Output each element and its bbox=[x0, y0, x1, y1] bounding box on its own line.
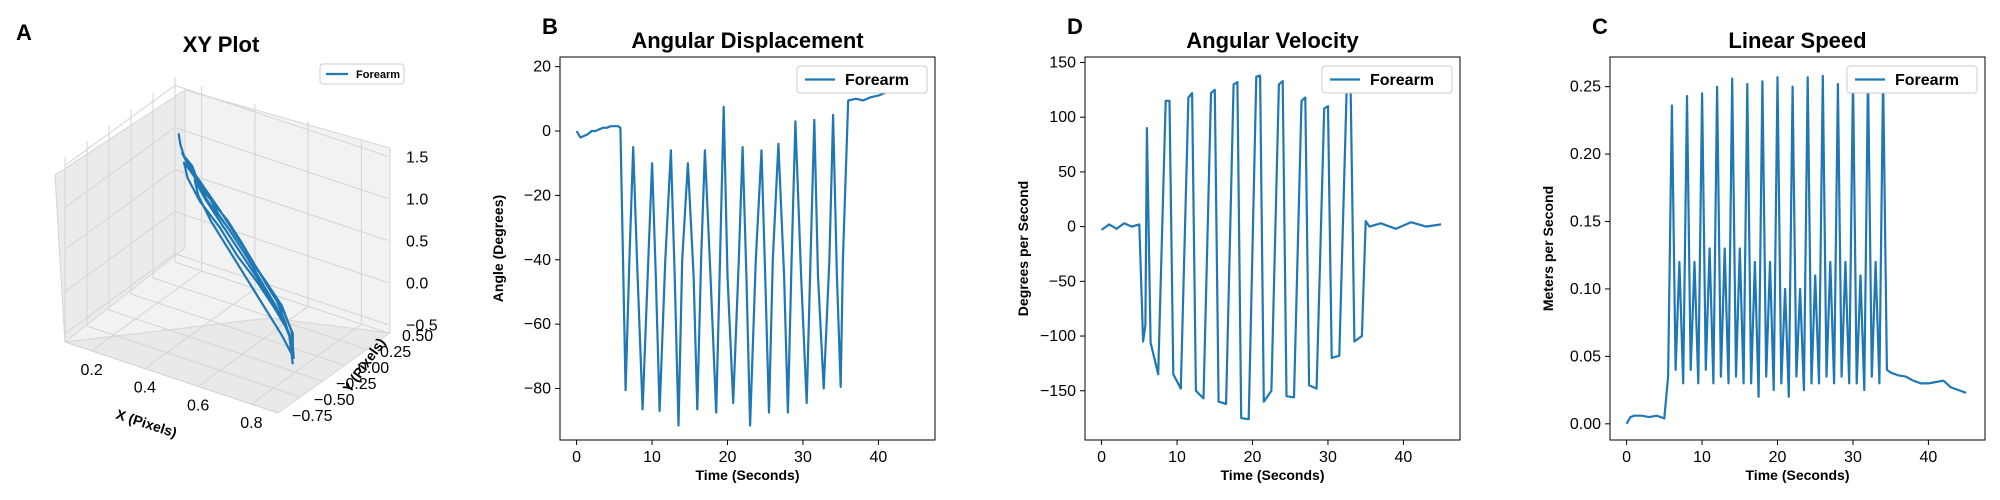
z-tick-label-a: 0.5 bbox=[406, 234, 428, 251]
y-tick-label-d: −150 bbox=[1040, 383, 1076, 400]
panel-b: B Angular Displacement 0 10 20 30 40 −80 −60 −40 −… bbox=[490, 14, 936, 483]
x-tick-label-b: 40 bbox=[870, 449, 888, 466]
z-tick-label-a: −0.5 bbox=[406, 318, 438, 335]
y-tick-label-b: 0 bbox=[542, 123, 551, 140]
x-tick-label-d: 10 bbox=[1168, 449, 1186, 466]
y-tick-label-a: 0.50 bbox=[402, 328, 433, 345]
series-forearm-3d bbox=[177, 133, 295, 365]
x-tick-label-d: 30 bbox=[1319, 449, 1337, 466]
y-tick-label-d: 100 bbox=[1049, 109, 1076, 126]
legend-box-a bbox=[319, 63, 405, 85]
legend-a: Forearm bbox=[319, 63, 405, 85]
x-tick-label-c: 30 bbox=[1844, 449, 1862, 466]
y-tick-label-b: 20 bbox=[533, 59, 551, 76]
legend-label-c: Forearm bbox=[1895, 72, 1959, 89]
chart-title-a: XY Plot bbox=[183, 32, 260, 57]
x-tick-label-d: 40 bbox=[1395, 449, 1413, 466]
x-tick-label-c: 40 bbox=[1920, 449, 1938, 466]
y-tick-label-d: −50 bbox=[1049, 273, 1076, 290]
x-tick-label-a: 0.2 bbox=[81, 362, 103, 379]
y-tick-label-c: 0.05 bbox=[1570, 348, 1601, 365]
x-tick-label-d: 20 bbox=[1244, 449, 1262, 466]
plot-frame-b bbox=[559, 56, 936, 441]
y-tick-label-d: 0 bbox=[1067, 219, 1076, 236]
y-tick-label-c: 0.20 bbox=[1570, 146, 1601, 163]
y-tick-label-d: 50 bbox=[1058, 164, 1076, 181]
x-tick-label-a: 0.6 bbox=[187, 397, 209, 414]
legend-box-c bbox=[1846, 65, 1978, 94]
x-axis-label-c: Time (Seconds) bbox=[1746, 467, 1850, 483]
y-tick-label-c: 0.15 bbox=[1570, 214, 1601, 231]
chart-title-b: Angular Displacement bbox=[631, 28, 864, 53]
plot-frame-c bbox=[1609, 56, 1986, 441]
series-forearm-b bbox=[575, 75, 917, 427]
grid-line-z bbox=[64, 168, 389, 250]
ticks-3d: 0.2 0.4 0.6 0.8 −0.75−0.50−0.250.000.250.50−… bbox=[81, 149, 438, 432]
y-tick-label-b: −80 bbox=[524, 381, 551, 398]
x-tick-label-b: 30 bbox=[794, 449, 812, 466]
y-axis-label-b: Angle (Degrees) bbox=[490, 195, 506, 302]
x-tick-label-a: 0.8 bbox=[240, 415, 262, 432]
chart-title-d: Angular Velocity bbox=[1186, 28, 1359, 53]
legend-box-b bbox=[796, 65, 928, 94]
y-tick-label-d: 150 bbox=[1049, 54, 1076, 71]
grid-line-z bbox=[64, 210, 389, 292]
legend-box-d bbox=[1321, 65, 1453, 94]
grid-line-y bbox=[152, 93, 367, 350]
grid-line-y bbox=[130, 109, 345, 366]
z-tick-label-a: 1.5 bbox=[406, 149, 428, 166]
grid-line-y bbox=[174, 77, 389, 334]
z-tick-label-a: 1.0 bbox=[406, 191, 428, 208]
panel-c: C Linear Speed 0 10 20 30 40 0.00 0.05 0.10 0.15 0.… bbox=[1540, 14, 1986, 483]
series-forearm-d bbox=[1100, 74, 1442, 421]
y-tick-label-d: −100 bbox=[1040, 328, 1076, 345]
panel-letter-d: D bbox=[1067, 14, 1083, 39]
grid-line-y bbox=[108, 125, 323, 382]
x-tick-label-d: 0 bbox=[1097, 449, 1106, 466]
x-tick-label-c: 0 bbox=[1622, 449, 1631, 466]
y-tick-label-a: −0.50 bbox=[314, 392, 355, 409]
y-tick-label-b: −20 bbox=[524, 187, 551, 204]
grid-line-y bbox=[64, 157, 279, 414]
y-tick-label-b: −40 bbox=[524, 252, 551, 269]
plot-frame-d bbox=[1084, 56, 1461, 441]
x-tick-label-c: 20 bbox=[1769, 449, 1787, 466]
x-tick-label-b: 0 bbox=[572, 449, 581, 466]
legend-label-a: Forearm bbox=[356, 69, 400, 81]
x-axis-label-a: X (Pixels) bbox=[114, 406, 179, 441]
x-tick-label-b: 10 bbox=[643, 449, 661, 466]
panel-letter-a: A bbox=[16, 20, 32, 45]
y-tick-label-a: −0.25 bbox=[336, 376, 377, 393]
panel-d: D Angular Velocity 0 10 20 30 40 −150 −100 −50 0 50… bbox=[1015, 14, 1461, 483]
panel-letter-c: C bbox=[1592, 14, 1608, 39]
y-tick-label-c: 0.00 bbox=[1570, 416, 1601, 433]
x-axis-label-b: Time (Seconds) bbox=[696, 467, 800, 483]
y-tick-label-b: −60 bbox=[524, 316, 551, 333]
panel-a: A XY Plot 0.20.40.60.8 −0.75−0.50−0.250.0… bbox=[16, 20, 438, 441]
x-tick-label-b: 20 bbox=[719, 449, 737, 466]
grid-line-z bbox=[64, 126, 389, 208]
y-tick-label-a: 0.25 bbox=[380, 344, 411, 361]
x-axis-label-d: Time (Seconds) bbox=[1221, 467, 1325, 483]
grid-line-y bbox=[86, 141, 301, 398]
x-tick-label-a: 0.4 bbox=[134, 380, 156, 397]
x-tick-label-c: 10 bbox=[1693, 449, 1711, 466]
grid-line-z bbox=[64, 253, 389, 334]
chart-title-c: Linear Speed bbox=[1728, 28, 1866, 53]
grid-3d bbox=[64, 77, 389, 414]
y-tick-label-c: 0.25 bbox=[1570, 79, 1601, 96]
z-tick-label-a: 0.0 bbox=[406, 276, 428, 293]
panel-letter-b: B bbox=[542, 14, 558, 39]
series-forearm-c bbox=[1625, 72, 1967, 425]
y-axis-label-d: Degrees per Second bbox=[1015, 181, 1031, 316]
grid-line-z bbox=[64, 84, 389, 166]
y-tick-label-c: 0.10 bbox=[1570, 281, 1601, 298]
y-tick-label-a: −0.75 bbox=[292, 408, 333, 425]
legend-label-b: Forearm bbox=[845, 72, 909, 89]
y-axis-label-c: Meters per Second bbox=[1540, 186, 1556, 311]
y-tick-label-a: 0.00 bbox=[358, 360, 389, 377]
legend-label-d: Forearm bbox=[1370, 72, 1434, 89]
